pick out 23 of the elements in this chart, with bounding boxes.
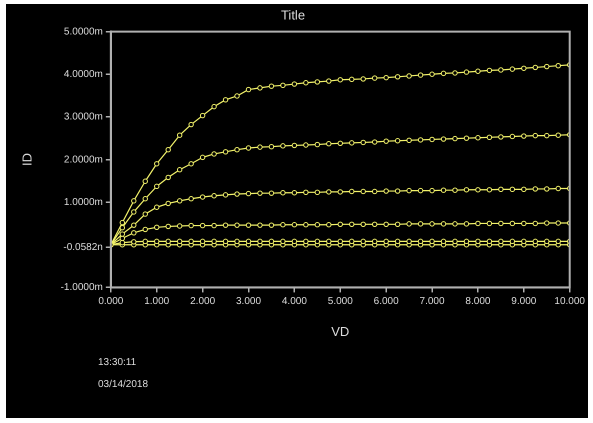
chart-title: Title	[280, 7, 306, 22]
x-tick-label: 1.000	[144, 296, 170, 308]
x-axis-title: VD	[331, 324, 350, 339]
x-tick-label: 2.000	[190, 296, 216, 308]
x-tick-label: 0.000	[98, 296, 124, 308]
x-tick-label: 5.000	[328, 296, 354, 308]
y-tick-label: 2.0000m	[64, 154, 103, 166]
text: 13:30:11	[98, 356, 138, 370]
x-tick-label: 8.000	[465, 296, 491, 308]
y-tick-label: 3.0000m	[64, 112, 103, 123]
x-tick-label: 10.000	[554, 296, 586, 308]
x-tick-label: 4.000	[282, 296, 308, 308]
x-tick-label: 9.000	[511, 296, 537, 308]
y-tick-label: 5.0000m	[64, 26, 103, 38]
x-tick-label: 7.000	[420, 296, 445, 308]
text: 03/14/2018	[98, 378, 148, 392]
y-tick-label: 1.0000m	[64, 196, 103, 208]
y-tick-label: -0.0582n	[63, 242, 103, 253]
y-tick-label: 4.0000m	[64, 68, 103, 80]
x-tick-label: 3.000	[236, 296, 262, 308]
y-tick-label: -1.0000m	[60, 282, 103, 294]
x-tick-label: 6.000	[374, 296, 400, 308]
y-axis-title: ID	[19, 153, 34, 166]
